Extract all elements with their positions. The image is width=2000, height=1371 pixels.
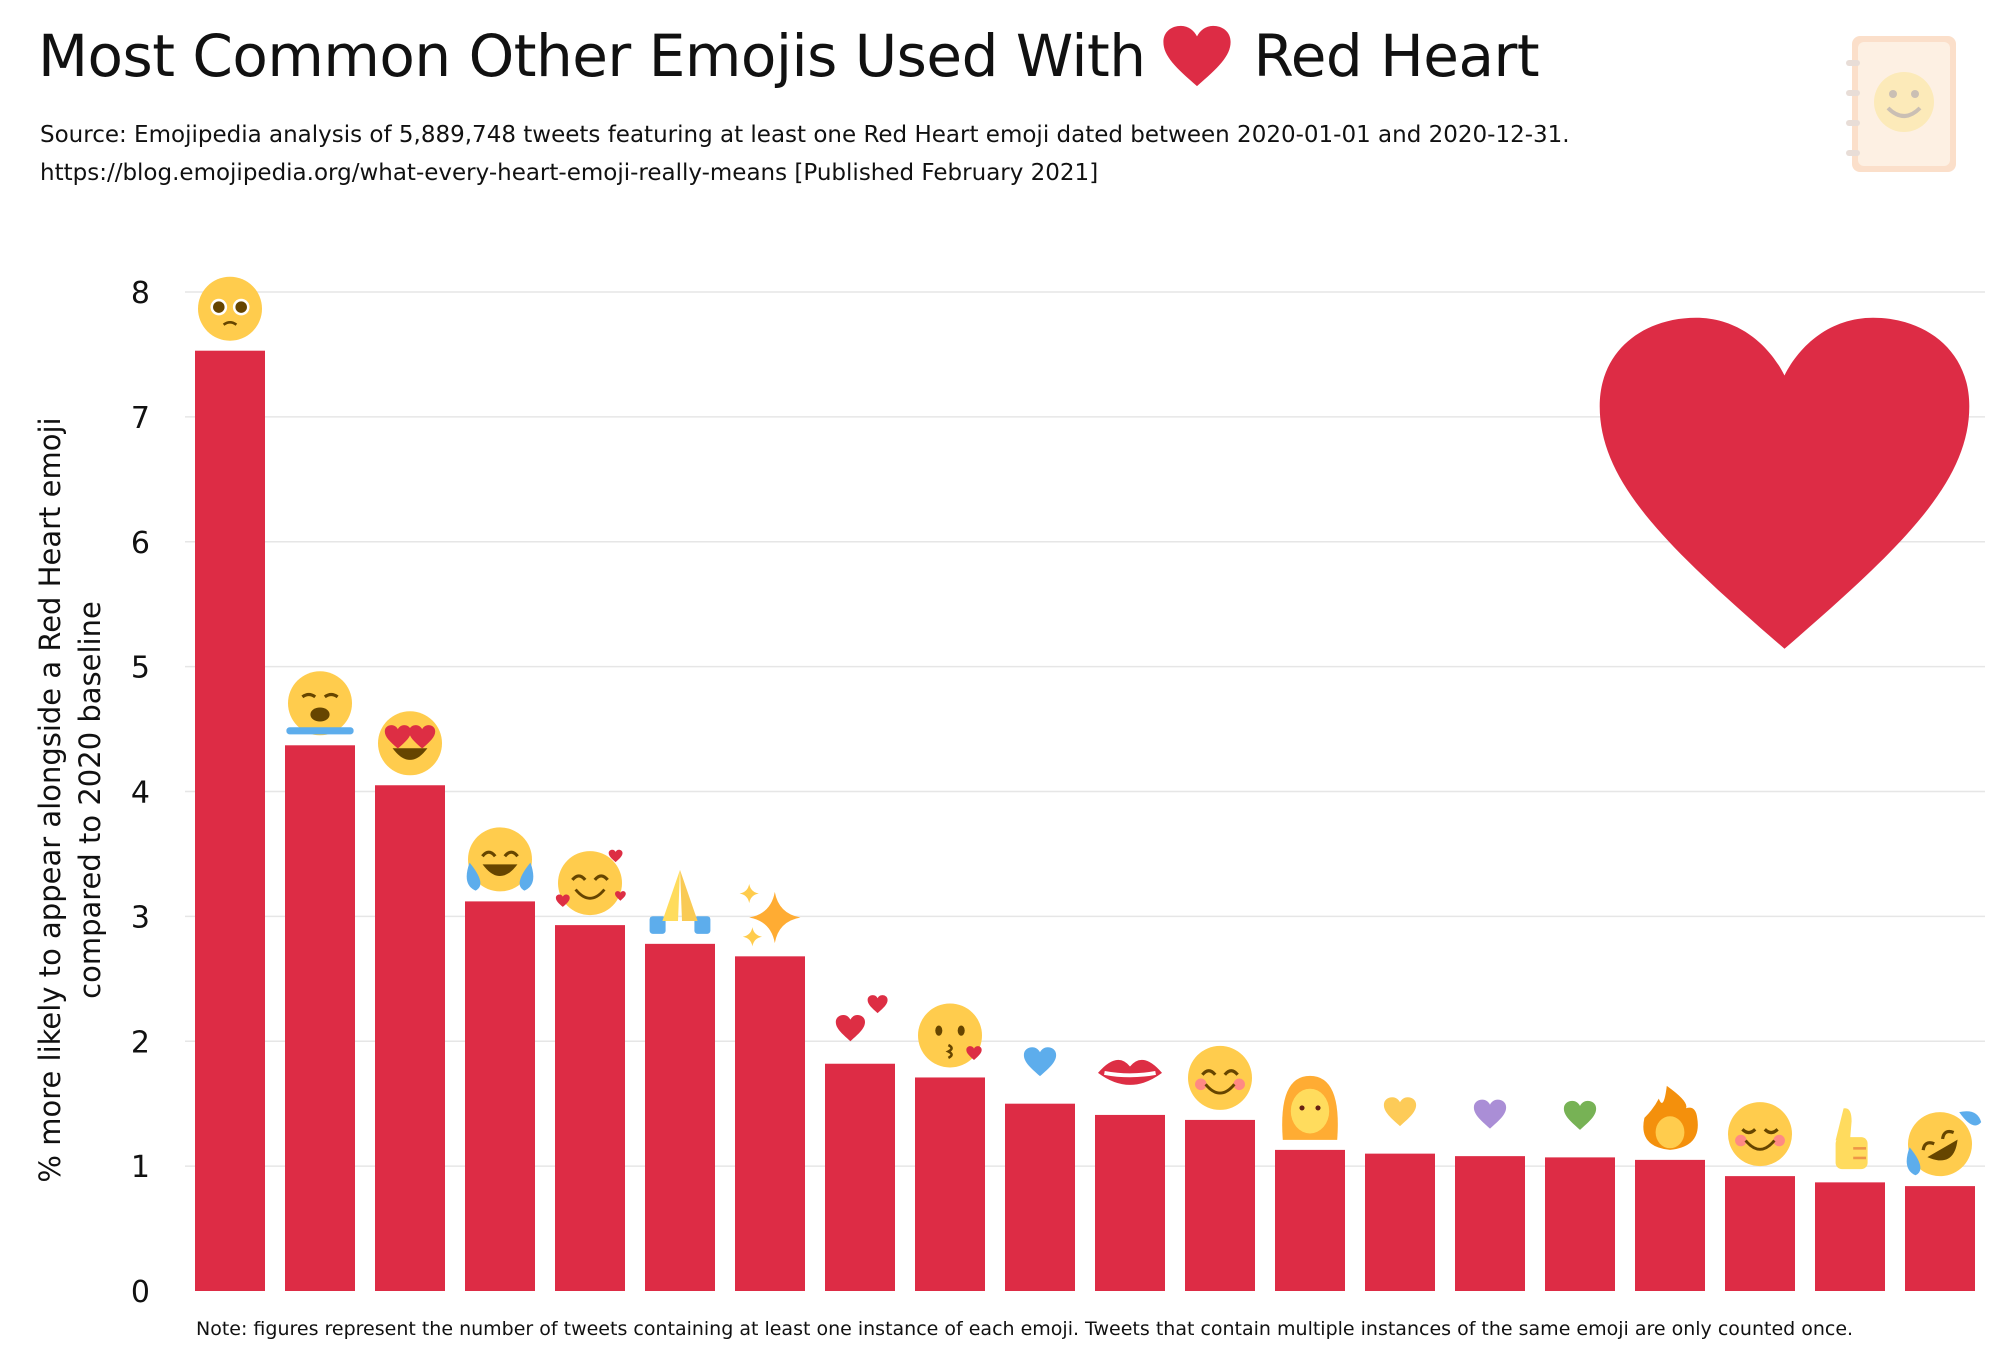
chart-subtitle: Source: Emojipedia analysis of 5,889,748… [40, 116, 1570, 192]
bar [1275, 1149, 1345, 1291]
rolling-on-the-floor-laughing-emoji [1906, 1111, 1982, 1177]
bar [1185, 1119, 1255, 1291]
chart-note: Note: figures represent the number of tw… [196, 1318, 1854, 1340]
title-text-after: Red Heart [1253, 22, 1540, 90]
sparkles-emoji [739, 883, 801, 947]
purple-heart-emoji [1473, 1099, 1507, 1129]
bar [1545, 1157, 1615, 1291]
bar [1095, 1114, 1165, 1291]
bar [465, 901, 535, 1291]
y-tick-label: 1 [131, 1150, 150, 1185]
bar [555, 925, 625, 1291]
y-tick-label: 8 [131, 276, 150, 311]
bar [1365, 1153, 1435, 1291]
bar [285, 745, 355, 1291]
y-tick-label: 4 [131, 776, 150, 811]
smiling-face-with-smiling-eyes-emoji [1188, 1045, 1252, 1110]
thumbs-up-emoji [1835, 1108, 1868, 1170]
two-hearts-emoji [835, 995, 888, 1042]
pleading-face-emoji [198, 276, 262, 341]
blue-heart-emoji [1023, 1047, 1057, 1077]
bar [1725, 1176, 1795, 1291]
face-blowing-a-kiss-emoji [918, 1003, 982, 1068]
loudly-crying-face-emoji [286, 671, 354, 736]
fire-emoji [1643, 1085, 1698, 1150]
y-tick-label: 2 [131, 1025, 150, 1060]
bar [375, 785, 445, 1291]
red-heart-icon [1162, 25, 1231, 87]
big-red-heart-icon [1599, 317, 1970, 649]
yellow-heart-emoji [1383, 1097, 1417, 1127]
bar [1815, 1182, 1885, 1291]
green-heart-emoji [1563, 1100, 1597, 1130]
bar [645, 943, 715, 1291]
bar [195, 350, 265, 1291]
bar [915, 1077, 985, 1291]
y-tick-label: 5 [131, 651, 150, 686]
bar [1455, 1156, 1525, 1291]
emojipedia-logo-icon [1846, 36, 1956, 172]
smiling-face-with-heart-eyes-emoji [378, 711, 442, 776]
y-tick-label: 7 [131, 401, 150, 436]
bar [825, 1063, 895, 1291]
y-tick-label: 3 [131, 900, 150, 935]
face-with-tears-of-joy-emoji [466, 827, 534, 892]
subtitle-source: Source: Emojipedia analysis of 5,889,748… [40, 122, 1570, 148]
bar [1005, 1103, 1075, 1291]
bar [735, 956, 805, 1291]
woman-emoji [1282, 1075, 1338, 1140]
smiling-face-emoji [1728, 1102, 1792, 1167]
subtitle-url: https://blog.emojipedia.org/what-every-h… [40, 160, 1099, 186]
bar [1905, 1186, 1975, 1291]
kiss-mark-emoji [1098, 1059, 1162, 1085]
smiling-face-with-hearts-emoji [555, 849, 626, 916]
title-text-before: Most Common Other Emojis Used With [38, 22, 1146, 90]
bar [1635, 1159, 1705, 1291]
y-tick-label: 6 [131, 526, 150, 561]
chart-title: Most Common Other Emojis Used With Red H… [38, 22, 1540, 90]
y-tick-label: 0 [131, 1275, 150, 1310]
folded-hands-emoji [649, 869, 711, 934]
